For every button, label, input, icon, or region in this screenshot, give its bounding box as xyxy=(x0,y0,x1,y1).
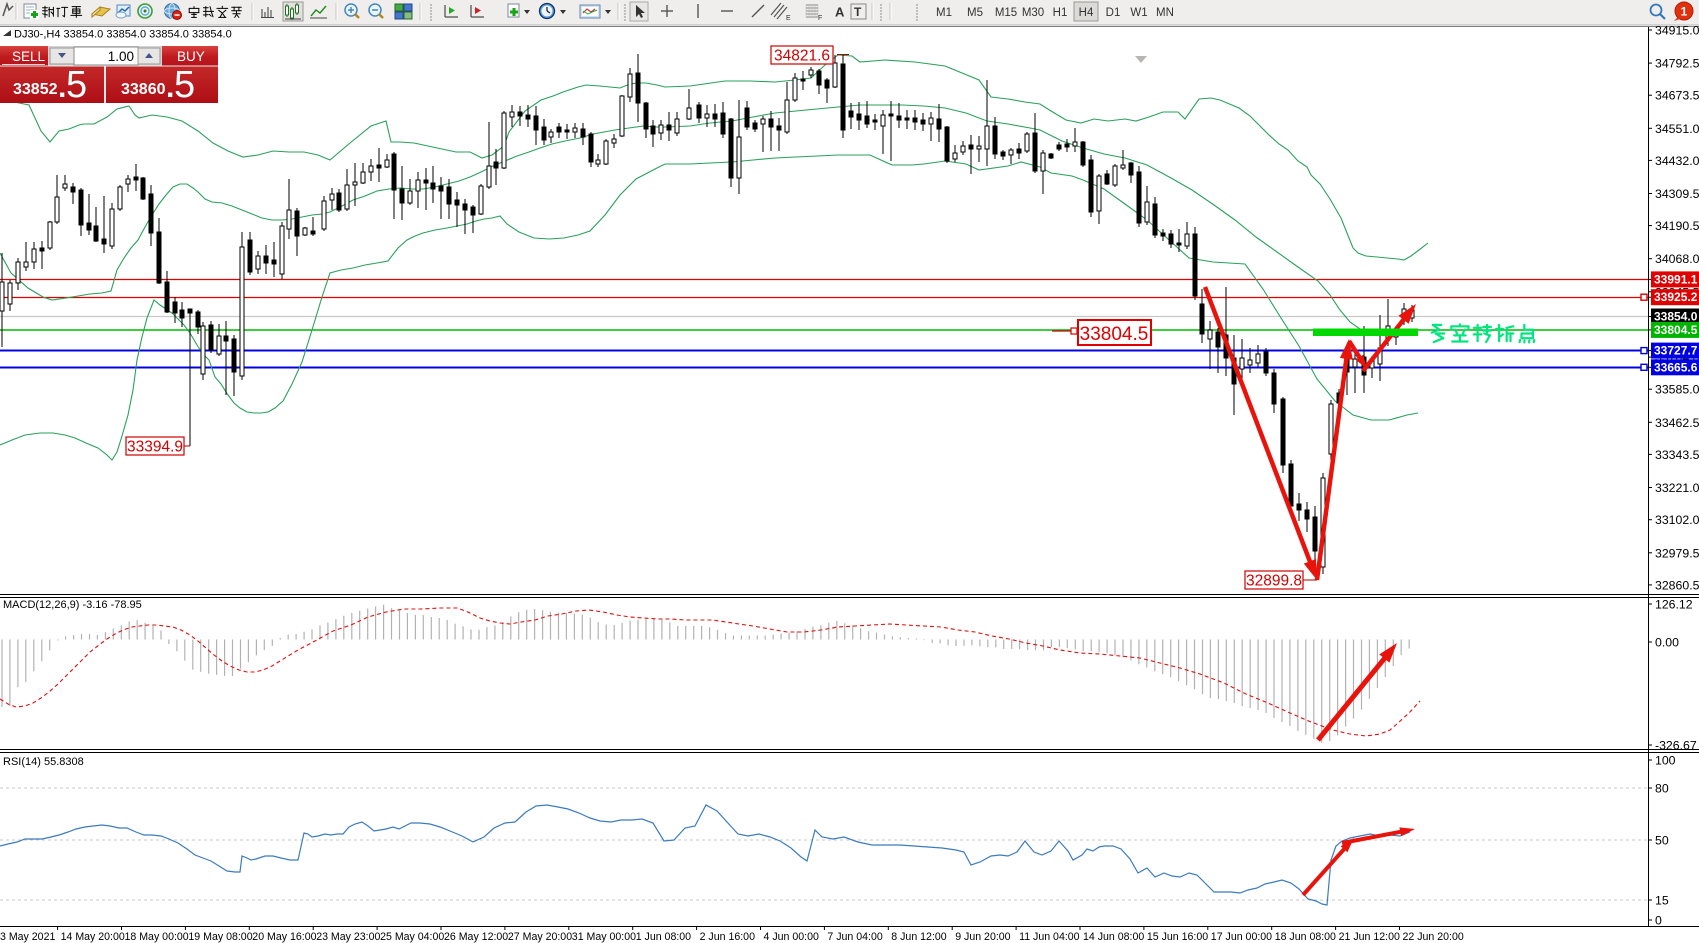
svg-text:21 Jun 12:00: 21 Jun 12:00 xyxy=(1339,931,1400,943)
svg-text:32979.5: 32979.5 xyxy=(1655,546,1699,560)
svg-text:BUY: BUY xyxy=(177,49,205,64)
svg-text:M5: M5 xyxy=(967,7,983,19)
svg-text:33925.2: 33925.2 xyxy=(1654,290,1698,304)
svg-text:3 May 2021: 3 May 2021 xyxy=(0,931,55,943)
svg-text:0: 0 xyxy=(1655,914,1662,928)
svg-text:100: 100 xyxy=(1655,754,1676,768)
svg-text:-326.67: -326.67 xyxy=(1655,739,1697,753)
svg-text:14 May 20:00: 14 May 20:00 xyxy=(61,931,125,943)
svg-text:14 Jun 08:00: 14 Jun 08:00 xyxy=(1083,931,1144,943)
svg-text:33852: 33852 xyxy=(13,81,58,98)
svg-text:33102.0: 33102.0 xyxy=(1655,513,1699,527)
svg-text:50: 50 xyxy=(1655,834,1669,848)
svg-text:M1: M1 xyxy=(936,7,952,19)
svg-text:34190.5: 34190.5 xyxy=(1655,219,1699,233)
svg-text:E: E xyxy=(786,15,791,22)
svg-text:33804.5: 33804.5 xyxy=(1654,323,1698,337)
svg-text:RSI(14) 55.8308: RSI(14) 55.8308 xyxy=(3,756,84,768)
svg-text:15 Jun 16:00: 15 Jun 16:00 xyxy=(1147,931,1208,943)
svg-text:F: F xyxy=(818,15,822,22)
svg-text:22 Jun 20:00: 22 Jun 20:00 xyxy=(1403,931,1464,943)
svg-text:9 Jun 20:00: 9 Jun 20:00 xyxy=(955,931,1010,943)
svg-text:34915.0: 34915.0 xyxy=(1655,24,1699,38)
svg-text:18 Jun 08:00: 18 Jun 08:00 xyxy=(1275,931,1336,943)
svg-text:31 May 00:00: 31 May 00:00 xyxy=(572,931,636,943)
svg-text:33860: 33860 xyxy=(121,81,166,98)
svg-text:20 May 16:00: 20 May 16:00 xyxy=(252,931,316,943)
svg-text:25 May 04:00: 25 May 04:00 xyxy=(380,931,444,943)
svg-text:80: 80 xyxy=(1655,782,1669,796)
svg-text:T: T xyxy=(854,5,862,19)
svg-text:126.12: 126.12 xyxy=(1655,598,1693,612)
svg-text:4 Jun 00:00: 4 Jun 00:00 xyxy=(764,931,819,943)
svg-text:1.00: 1.00 xyxy=(108,49,134,64)
svg-text:34309.5: 34309.5 xyxy=(1655,187,1699,201)
svg-text:5: 5 xyxy=(174,64,195,106)
svg-text:33991.1: 33991.1 xyxy=(1654,272,1698,286)
svg-text:18 May 00:00: 18 May 00:00 xyxy=(125,931,189,943)
svg-text:34673.5: 34673.5 xyxy=(1655,89,1699,103)
svg-text:27 May 20:00: 27 May 20:00 xyxy=(508,931,572,943)
svg-text:MN: MN xyxy=(1156,7,1174,19)
svg-text:34821.6: 34821.6 xyxy=(774,48,830,65)
svg-text:.: . xyxy=(58,71,66,104)
svg-text:MACD(12,26,9) -3.16 -78.95: MACD(12,26,9) -3.16 -78.95 xyxy=(3,599,142,611)
svg-text:M15: M15 xyxy=(995,7,1017,19)
svg-text:H4: H4 xyxy=(1079,7,1094,19)
svg-text:1: 1 xyxy=(1681,5,1688,19)
svg-text:33462.5: 33462.5 xyxy=(1655,416,1699,430)
svg-text:8 Jun 12:00: 8 Jun 12:00 xyxy=(891,931,946,943)
svg-text:33585.0: 33585.0 xyxy=(1655,383,1699,397)
svg-text:33854.0: 33854.0 xyxy=(1654,310,1698,324)
svg-text:19 May 08:00: 19 May 08:00 xyxy=(188,931,252,943)
svg-text:34068.0: 34068.0 xyxy=(1655,252,1699,266)
svg-text:1 Jun 08:00: 1 Jun 08:00 xyxy=(636,931,691,943)
svg-text:15: 15 xyxy=(1655,894,1669,908)
svg-text:A: A xyxy=(835,5,845,20)
svg-text:34792.5: 34792.5 xyxy=(1655,57,1699,71)
svg-text:7 Jun 04:00: 7 Jun 04:00 xyxy=(827,931,882,943)
svg-text:.: . xyxy=(166,71,174,104)
svg-text:D1: D1 xyxy=(1106,7,1121,19)
svg-text:32860.5: 32860.5 xyxy=(1655,578,1699,592)
svg-text:34551.0: 34551.0 xyxy=(1655,122,1699,136)
svg-text:33343.5: 33343.5 xyxy=(1655,448,1699,462)
svg-text:33804.5: 33804.5 xyxy=(1080,324,1149,345)
svg-text:0.00: 0.00 xyxy=(1655,636,1679,650)
svg-text:26 May 12:00: 26 May 12:00 xyxy=(444,931,508,943)
svg-text:M30: M30 xyxy=(1022,7,1044,19)
svg-text:5: 5 xyxy=(66,64,87,106)
svg-text:33665.6: 33665.6 xyxy=(1654,360,1698,374)
svg-text:33727.7: 33727.7 xyxy=(1654,344,1698,358)
svg-text:32899.8: 32899.8 xyxy=(1246,573,1302,590)
svg-text:33221.0: 33221.0 xyxy=(1655,481,1699,495)
svg-text:SELL: SELL xyxy=(12,49,46,64)
svg-text:11 Jun 04:00: 11 Jun 04:00 xyxy=(1019,931,1080,943)
svg-text:34432.0: 34432.0 xyxy=(1655,154,1699,168)
svg-text:23 May 23:00: 23 May 23:00 xyxy=(316,931,380,943)
svg-text:W1: W1 xyxy=(1130,7,1147,19)
svg-text:H1: H1 xyxy=(1053,7,1068,19)
svg-text:2 Jun 16:00: 2 Jun 16:00 xyxy=(700,931,755,943)
svg-text:17 Jun 00:00: 17 Jun 00:00 xyxy=(1211,931,1272,943)
svg-text:33394.9: 33394.9 xyxy=(127,439,183,456)
svg-text:DJ30-,H4 33854.0 33854.0 3385: DJ30-,H4 33854.0 33854.0 33854.0 33854.0 xyxy=(14,29,232,41)
